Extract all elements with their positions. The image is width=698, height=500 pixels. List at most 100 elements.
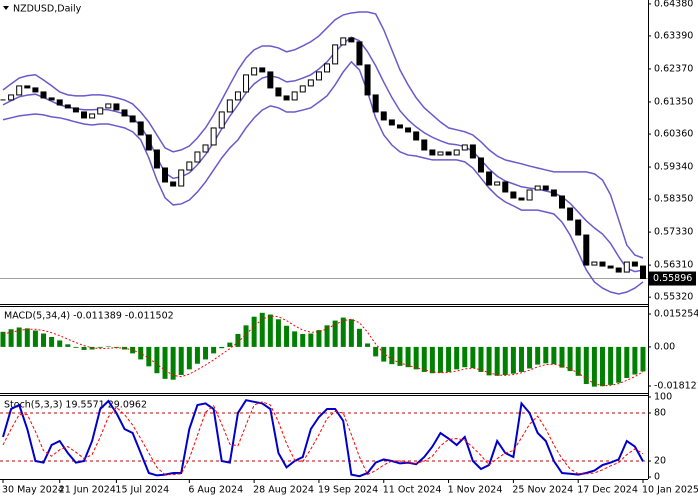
macd-bar bbox=[41, 333, 47, 347]
candle bbox=[226, 99, 233, 113]
y-tick-label: 0.00 bbox=[654, 341, 675, 352]
y-tick-label: 0.55320 bbox=[654, 292, 693, 303]
stoch-main bbox=[2, 399, 644, 478]
candle bbox=[194, 151, 201, 163]
candle bbox=[178, 169, 185, 187]
candle bbox=[575, 219, 582, 236]
macd-bar bbox=[405, 346, 411, 368]
candle bbox=[461, 144, 468, 151]
candle bbox=[259, 67, 266, 73]
candle bbox=[283, 95, 290, 101]
macd-bar bbox=[24, 328, 30, 347]
macd-bar bbox=[575, 346, 581, 376]
macd-bar bbox=[284, 325, 290, 347]
macd-bar bbox=[599, 346, 605, 387]
candle bbox=[380, 111, 387, 121]
candle bbox=[534, 185, 541, 191]
macd-bar bbox=[608, 346, 614, 385]
macd-bar bbox=[154, 346, 160, 374]
candle bbox=[210, 127, 217, 146]
y-tick-label: 0.61350 bbox=[654, 96, 693, 107]
candle bbox=[453, 149, 460, 156]
y-tick-label: 0 bbox=[654, 472, 660, 483]
candle bbox=[550, 189, 557, 197]
macd-title: MACD(5,34,4) -0.011389 -0.011502 bbox=[4, 311, 174, 322]
macd-bar bbox=[267, 314, 273, 347]
candle bbox=[615, 267, 622, 273]
x-tick-label: 30 May 2024 bbox=[2, 485, 64, 496]
candle bbox=[299, 85, 306, 93]
candle bbox=[332, 44, 339, 65]
macd-bar bbox=[97, 346, 103, 348]
symbol-menu-icon[interactable] bbox=[3, 6, 9, 10]
x-tick-label: 21 Jun 2024 bbox=[59, 485, 116, 496]
macd-bar bbox=[57, 340, 63, 347]
candle bbox=[40, 91, 47, 99]
macd-bar bbox=[413, 346, 419, 370]
macd-bar bbox=[227, 342, 233, 347]
candle bbox=[631, 261, 638, 267]
candle bbox=[396, 124, 403, 129]
macd-bar bbox=[308, 333, 314, 347]
macd-bar bbox=[567, 346, 573, 372]
y-tick-label: 0.62370 bbox=[654, 63, 693, 74]
macd-bar bbox=[138, 346, 144, 360]
macd-bar bbox=[559, 346, 565, 368]
candle bbox=[153, 149, 160, 169]
candle bbox=[8, 94, 15, 101]
macd-bar bbox=[486, 346, 492, 376]
candle bbox=[145, 134, 152, 151]
bollinger-upper bbox=[2, 11, 644, 259]
macd-bar bbox=[203, 346, 209, 360]
candle bbox=[32, 87, 39, 93]
macd-bar bbox=[243, 325, 249, 347]
candle bbox=[243, 74, 250, 93]
macd-bar bbox=[162, 346, 168, 379]
macd-bar bbox=[340, 317, 346, 347]
macd-bar bbox=[518, 346, 524, 372]
candle bbox=[315, 71, 322, 81]
y-tick-label: 0.58350 bbox=[654, 194, 693, 205]
candle bbox=[413, 131, 420, 141]
candle bbox=[267, 71, 274, 89]
macd-bar bbox=[65, 344, 71, 347]
candle bbox=[89, 113, 96, 119]
candle bbox=[542, 185, 549, 191]
candle bbox=[640, 265, 646, 280]
candle bbox=[469, 144, 476, 159]
macd-bar bbox=[583, 346, 589, 385]
macd-bar bbox=[591, 346, 597, 387]
candle bbox=[291, 91, 298, 101]
candle bbox=[445, 151, 452, 156]
macd-bar bbox=[332, 320, 338, 347]
macd-bar bbox=[8, 329, 14, 347]
candle bbox=[372, 94, 379, 113]
last-price-label: 0.55896 bbox=[653, 273, 692, 284]
macd-bar bbox=[535, 346, 541, 365]
macd-bar bbox=[381, 346, 387, 362]
macd-bar bbox=[211, 346, 217, 354]
x-tick-label: 28 Aug 2024 bbox=[253, 485, 314, 496]
macd-bar bbox=[478, 346, 484, 372]
candle bbox=[623, 261, 630, 273]
candle bbox=[494, 181, 501, 186]
last-price-box bbox=[649, 271, 696, 286]
macd-bar bbox=[551, 346, 557, 365]
candle bbox=[437, 151, 444, 156]
candle bbox=[81, 111, 88, 119]
macd-signal bbox=[2, 315, 644, 387]
candle bbox=[583, 234, 590, 266]
macd-bar bbox=[421, 346, 427, 372]
y-tick-label: 0.63390 bbox=[654, 30, 693, 41]
macd-bar bbox=[632, 346, 638, 375]
macd-bar bbox=[470, 346, 476, 369]
candle bbox=[48, 97, 55, 101]
macd-bar bbox=[640, 346, 646, 372]
candle bbox=[121, 109, 128, 117]
candle bbox=[388, 119, 395, 126]
macd-bar bbox=[316, 330, 322, 347]
y-tick-label: 0.64380 bbox=[654, 0, 693, 9]
candle bbox=[526, 189, 533, 201]
